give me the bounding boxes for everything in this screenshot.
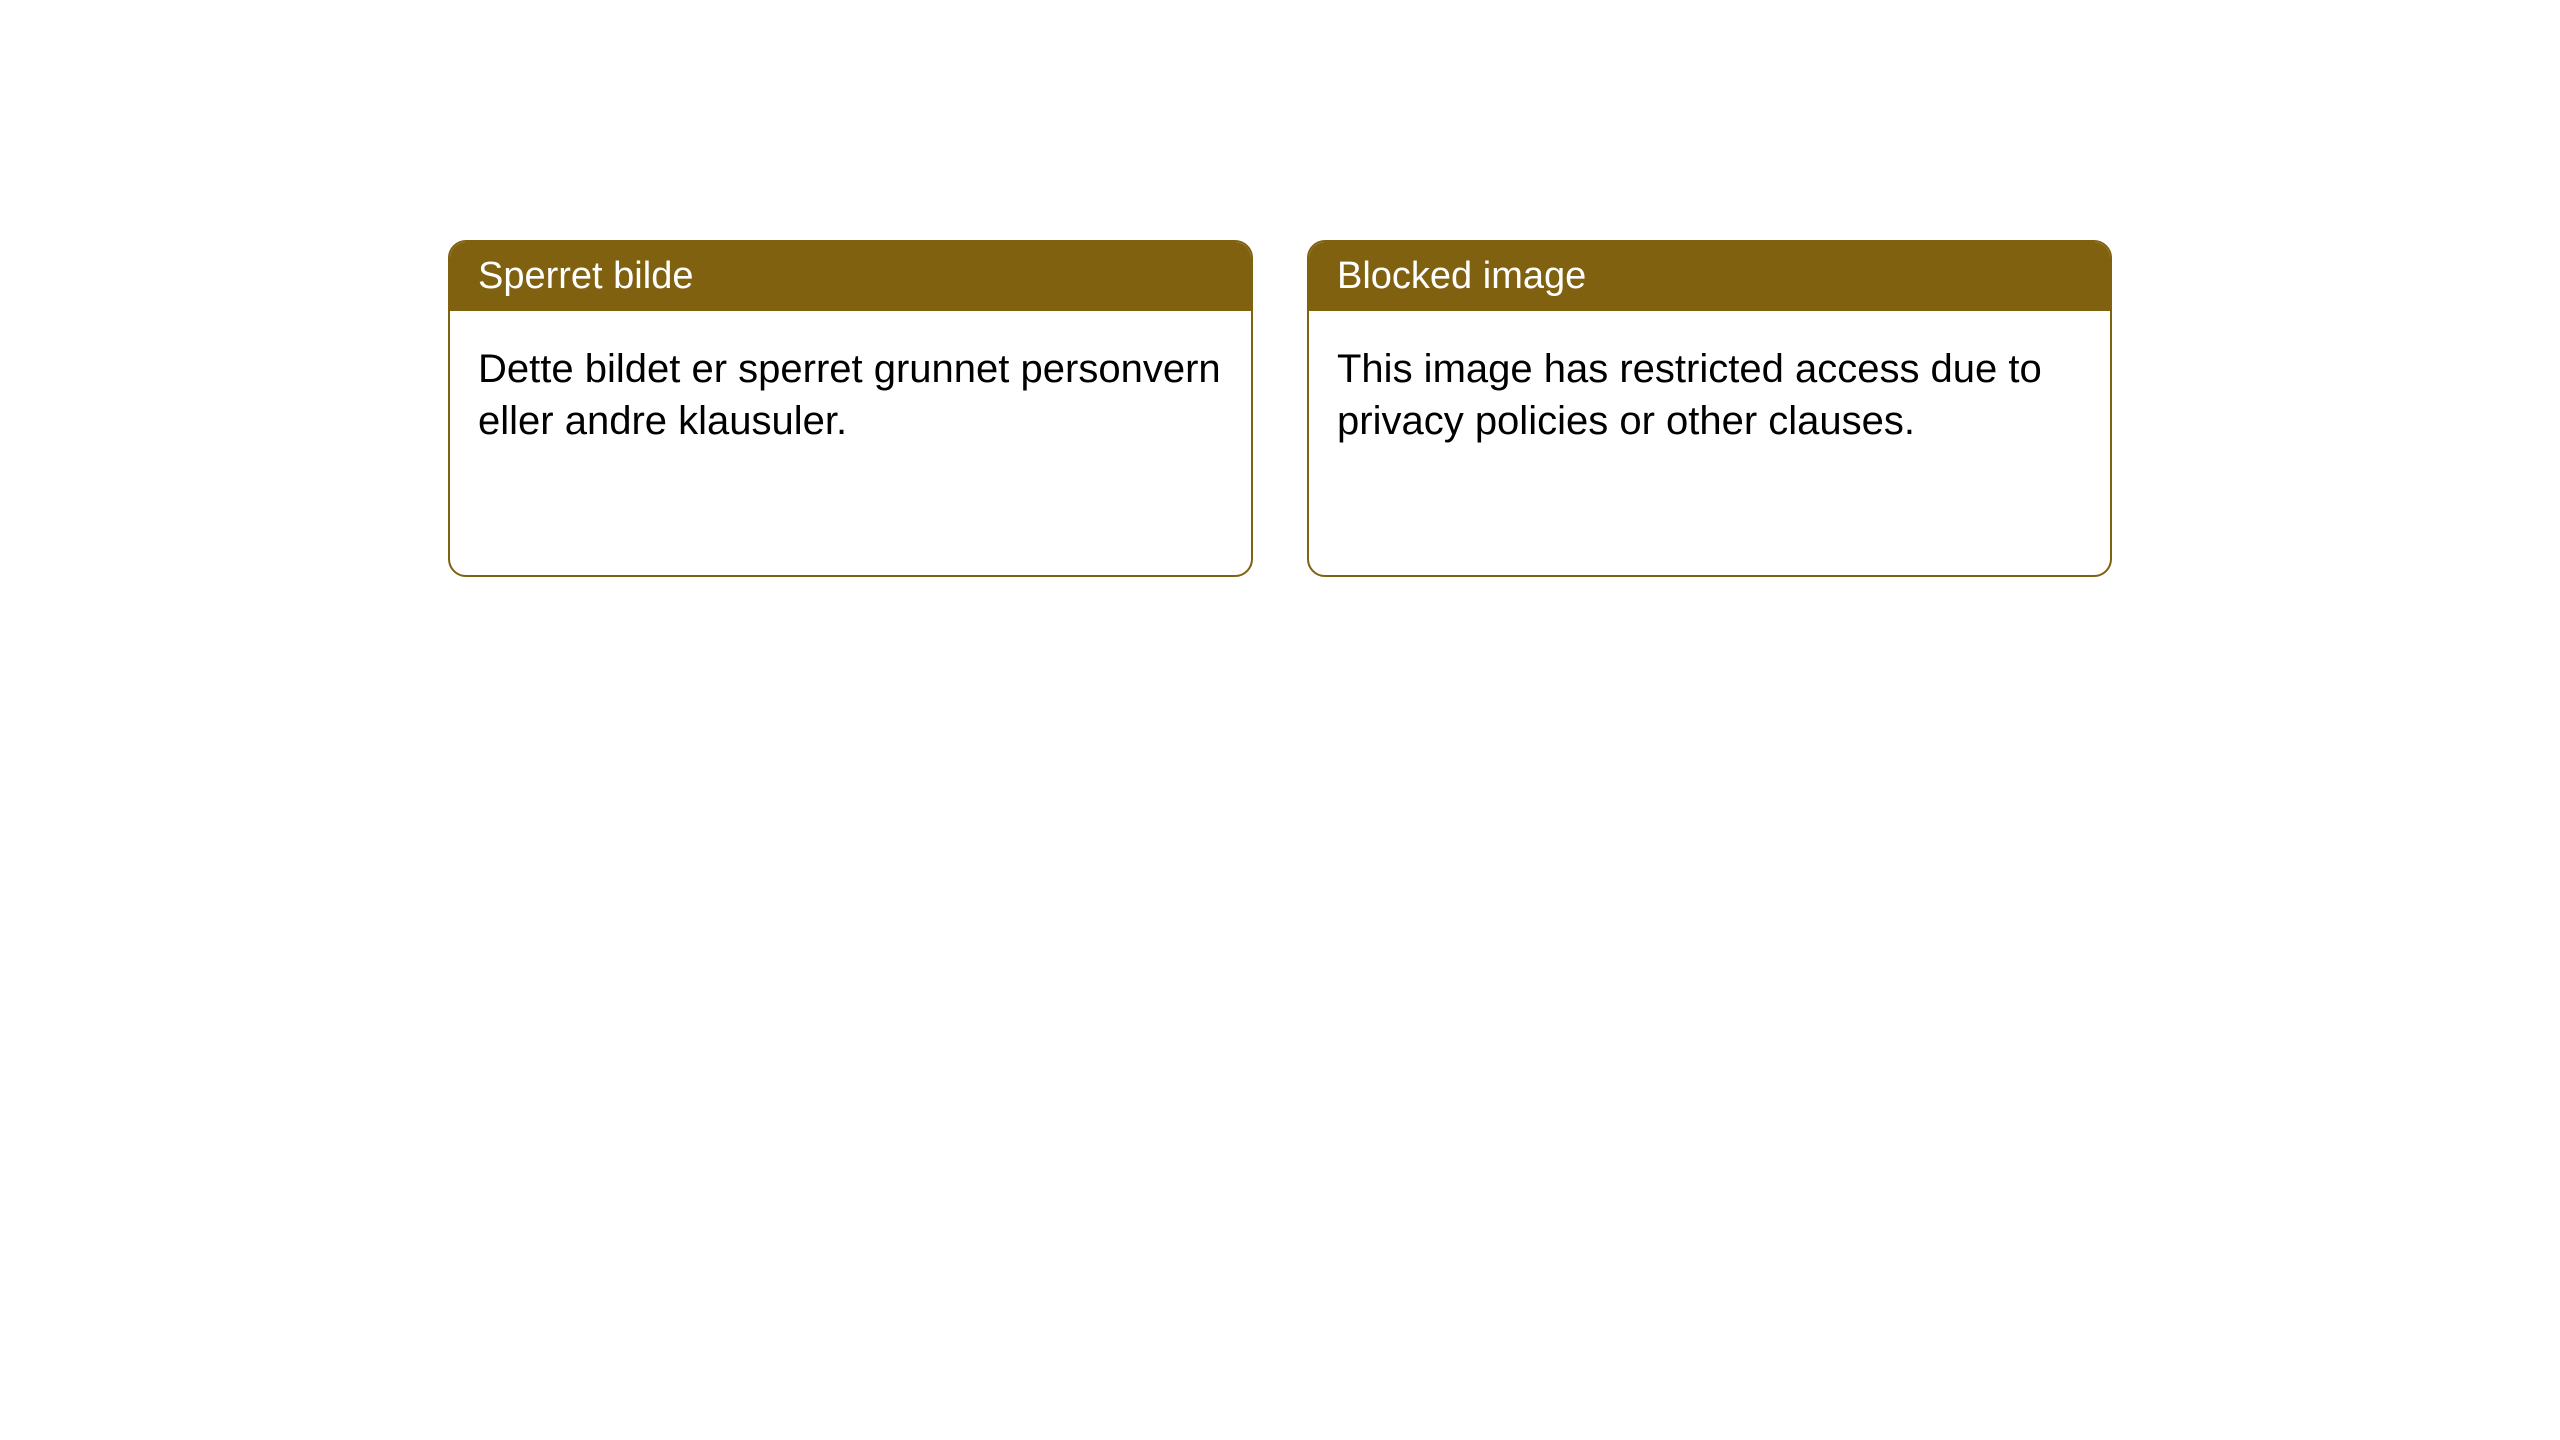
card-header: Sperret bilde xyxy=(450,242,1251,311)
notice-container: Sperret bilde Dette bildet er sperret gr… xyxy=(448,240,2112,577)
card-body-text: This image has restricted access due to … xyxy=(1337,347,2042,443)
blocked-image-card-no: Sperret bilde Dette bildet er sperret gr… xyxy=(448,240,1253,577)
card-body-text: Dette bildet er sperret grunnet personve… xyxy=(478,347,1221,443)
card-header-text: Blocked image xyxy=(1337,255,1586,297)
card-header: Blocked image xyxy=(1309,242,2110,311)
card-body: Dette bildet er sperret grunnet personve… xyxy=(450,311,1251,479)
blocked-image-card-en: Blocked image This image has restricted … xyxy=(1307,240,2112,577)
card-header-text: Sperret bilde xyxy=(478,255,693,297)
card-body: This image has restricted access due to … xyxy=(1309,311,2110,479)
